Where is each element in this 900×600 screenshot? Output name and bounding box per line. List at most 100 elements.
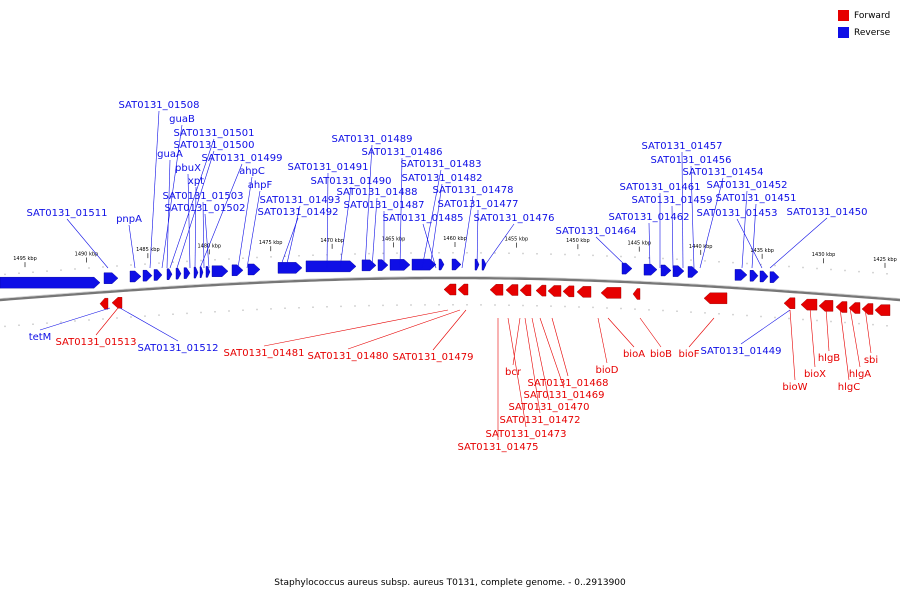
reverse-gene-arrow <box>361 259 377 272</box>
reverse-leader-line <box>194 186 197 269</box>
backbone-highlight <box>0 276 900 299</box>
gene-layer <box>0 258 891 316</box>
reverse-gene-label: SAT0131_01511 <box>27 208 108 219</box>
legend-label-reverse: Reverse <box>854 27 891 38</box>
reverse-gene-arrow <box>231 264 244 276</box>
reverse-gene-arrow <box>153 269 163 281</box>
forward-gene-arrow <box>547 285 562 297</box>
reverse-gene-arrow <box>377 259 389 271</box>
reverse-gene-label: xpt <box>188 176 204 187</box>
reverse-gene-arrow <box>305 260 357 273</box>
reverse-gene-label: SAT0131_01512 <box>138 343 219 354</box>
reverse-leader-line <box>279 217 299 269</box>
reverse-gene-label: guaB <box>169 114 195 125</box>
forward-gene-arrow <box>457 283 469 296</box>
reverse-gene-label: guaA <box>157 149 183 160</box>
forward-gene-label: SAT0131_01470 <box>509 402 590 413</box>
reverse-gene-arrow <box>687 266 699 278</box>
reverse-gene-arrow <box>205 266 211 278</box>
forward-leader-line <box>849 307 861 368</box>
ruler-tick-label: 1485 kbp <box>136 247 160 253</box>
forward-gene-label: SAT0131_01473 <box>486 429 567 440</box>
reverse-leader-line <box>237 176 253 269</box>
reverse-gene-label: SAT0131_01454 <box>683 167 764 178</box>
reverse-gene-label: SAT0131_01491 <box>288 162 369 173</box>
reverse-leader-line <box>595 236 629 269</box>
forward-leader-line <box>607 317 635 348</box>
reverse-gene-label: tetM <box>29 332 52 343</box>
reverse-gene-label: SAT0131_01499 <box>202 153 283 164</box>
reverse-leader-line <box>690 165 695 269</box>
reverse-gene-label: SAT0131_01478 <box>433 185 514 196</box>
ruler-tick-label: 1465 kbp <box>382 236 406 242</box>
forward-gene-arrow <box>861 303 874 315</box>
reverse-leader-line <box>769 217 828 269</box>
reverse-leader-line <box>648 222 651 269</box>
reverse-gene-label: SAT0131_01464 <box>556 226 637 237</box>
reverse-leader-line <box>161 124 183 269</box>
reverse-gene-label: ahpC <box>239 166 265 177</box>
reverse-gene-label: SAT0131_01477 <box>438 199 519 210</box>
forward-gene-arrow <box>505 284 519 296</box>
reverse-gene-arrow <box>621 262 633 275</box>
reverse-leader-line <box>39 307 111 331</box>
reverse-leader-line <box>482 223 515 269</box>
legend-label-forward: Forward <box>854 10 891 21</box>
reverse-gene-arrow <box>211 265 229 277</box>
forward-leader-line <box>263 309 449 347</box>
reverse-leader-line <box>476 209 479 269</box>
reverse-gene-arrow <box>183 267 191 279</box>
reverse-gene-label: SAT0131_01489 <box>332 134 413 145</box>
reverse-leader-line <box>736 218 763 269</box>
legend: Forward Reverse <box>838 8 898 42</box>
reverse-leader-line <box>740 309 791 345</box>
ruler-tick-label: 1470 kbp <box>320 238 344 244</box>
reverse-gene-label: SAT0131_01490 <box>311 176 392 187</box>
forward-leader-line <box>597 317 608 364</box>
forward-gene-arrow <box>99 297 109 310</box>
forward-gene-label: bioA <box>623 349 645 360</box>
forward-swatch-icon <box>838 10 849 21</box>
reverse-gene-label: SAT0131_01503 <box>163 191 244 202</box>
reverse-gene-label: SAT0131_01457 <box>642 141 723 152</box>
forward-gene-label: hlgB <box>818 353 840 364</box>
reverse-gene-arrow <box>769 271 780 283</box>
reverse-gene-label: SAT0131_01461 <box>620 182 701 193</box>
reverse-gene-label: SAT0131_01500 <box>174 140 255 151</box>
label-layer: SAT0131_01508guaBSAT0131_01501SAT0131_01… <box>27 100 879 453</box>
forward-gene-arrow <box>562 285 575 298</box>
reverse-leader-line <box>149 110 160 269</box>
reverse-leader-line <box>422 223 437 269</box>
ruler-tick-label: 1440 kbp <box>689 244 713 250</box>
ruler-tick-label: 1480 kbp <box>198 243 222 249</box>
forward-leader-line <box>551 317 569 377</box>
forward-gene-label: bcr <box>505 367 522 378</box>
reverse-gene-arrow <box>175 267 182 280</box>
reverse-leader-line <box>204 213 210 269</box>
forward-leader-line <box>688 317 715 348</box>
forward-leader-line <box>864 307 872 354</box>
reverse-gene-label: SAT0131_01501 <box>174 128 255 139</box>
forward-gene-arrow <box>443 283 457 296</box>
ruler-tick-label: 1455 kbp <box>505 237 529 243</box>
reverse-leader-line <box>326 172 329 269</box>
forward-leader-line <box>639 317 662 348</box>
forward-gene-label: bioX <box>804 369 826 380</box>
ruler-tick-label: 1450 kbp <box>566 238 590 244</box>
forward-gene-arrow <box>576 286 592 298</box>
reverse-leader-line <box>364 144 373 269</box>
forward-gene-arrow <box>835 301 848 313</box>
reverse-leader-line <box>119 307 179 342</box>
forward-gene-arrow <box>111 297 123 309</box>
reverse-gene-label: SAT0131_01451 <box>716 193 797 204</box>
reverse-gene-arrow <box>672 265 685 277</box>
ruler-tick-label: 1445 kbp <box>628 241 652 247</box>
reverse-gene-label: pbuX <box>175 163 201 174</box>
reverse-gene-label: ahpF <box>248 180 273 191</box>
forward-leader-line <box>524 317 541 414</box>
forward-gene-label: hlgC <box>838 382 860 393</box>
forward-gene-label: sbi <box>864 355 878 366</box>
reverse-gene-label: SAT0131_01502 <box>165 203 246 214</box>
reverse-gene-arrow <box>0 276 101 289</box>
